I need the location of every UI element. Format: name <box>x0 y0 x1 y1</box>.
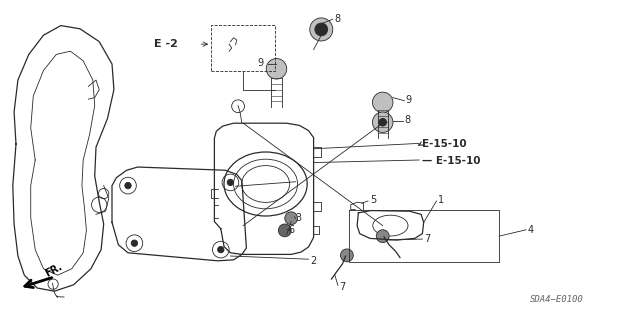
Text: 7: 7 <box>339 282 346 292</box>
Text: 5: 5 <box>370 195 376 205</box>
Text: 9: 9 <box>406 95 412 105</box>
Circle shape <box>372 92 393 113</box>
Text: E-15-10: E-15-10 <box>422 139 467 149</box>
Text: 7: 7 <box>424 234 431 244</box>
Circle shape <box>218 246 224 253</box>
Text: — E-15-10: — E-15-10 <box>422 156 481 166</box>
Text: 3: 3 <box>296 212 302 223</box>
Text: 8: 8 <box>334 13 340 24</box>
Circle shape <box>285 212 298 225</box>
Text: 9: 9 <box>257 58 264 68</box>
Text: 8: 8 <box>404 115 411 125</box>
Circle shape <box>315 23 328 36</box>
Bar <box>211 25 275 71</box>
Circle shape <box>372 112 393 132</box>
Circle shape <box>340 249 353 262</box>
Text: 1: 1 <box>438 195 445 205</box>
Text: 6: 6 <box>288 225 294 236</box>
Circle shape <box>379 118 387 126</box>
Text: SDA4−E0100: SDA4−E0100 <box>530 295 584 304</box>
Circle shape <box>131 240 138 246</box>
Text: E -2: E -2 <box>154 39 177 49</box>
Text: FR.: FR. <box>44 262 64 279</box>
Circle shape <box>227 179 234 186</box>
Circle shape <box>310 18 333 41</box>
Text: 4: 4 <box>528 225 534 235</box>
Text: 2: 2 <box>310 256 317 266</box>
Circle shape <box>376 230 389 243</box>
Circle shape <box>125 182 131 189</box>
Circle shape <box>266 59 287 79</box>
Circle shape <box>278 224 291 237</box>
